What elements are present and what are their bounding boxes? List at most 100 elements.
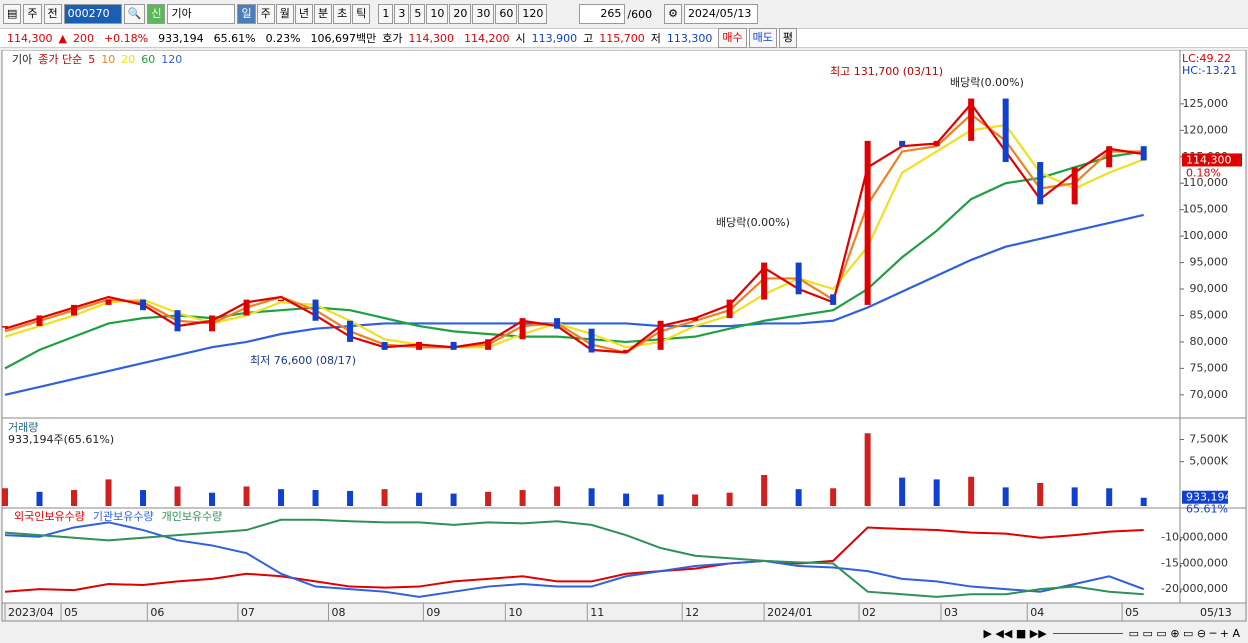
y-tick-label: 5,000K [1189, 455, 1228, 468]
unit-btn[interactable]: 초 [333, 4, 352, 24]
legend-item: 20 [121, 53, 135, 66]
volume-bar [657, 494, 664, 506]
volume-bar [174, 486, 181, 506]
arrow: ▲ [58, 31, 67, 45]
date-input[interactable]: 2024/05/13 [683, 4, 758, 24]
volume-bar [968, 476, 975, 506]
legend-item: 10 [101, 53, 115, 66]
type-btn[interactable]: 주 [23, 4, 42, 24]
volume-bar [71, 490, 78, 506]
unit-btn[interactable]: 월 [275, 4, 294, 24]
unit-btn[interactable]: 일 [237, 4, 256, 24]
volume-bar [381, 489, 388, 506]
period-btn[interactable]: 30 [472, 4, 495, 24]
period-btn[interactable]: 20 [449, 4, 472, 24]
candle [795, 262, 802, 295]
count-input[interactable]: 265 [579, 4, 626, 24]
candle [36, 315, 43, 327]
nav-btns[interactable]: ▶ ◀◀ ■ ▶▶ [983, 626, 1047, 640]
annotation: 배당락(0.00%) [716, 216, 790, 229]
unit-btn[interactable]: 년 [294, 4, 313, 24]
holding-line [4, 521, 1145, 598]
volume-bar [105, 479, 112, 506]
y-tick-label: 85,000 [1190, 308, 1229, 321]
high-label: 고 [583, 32, 594, 45]
annotation: 최고 131,700 (03/11) [830, 65, 943, 78]
period-btn[interactable]: 5 [410, 4, 426, 24]
legend-item: 60 [141, 53, 155, 66]
ask-label: 호가 [382, 32, 403, 45]
avg-btn[interactable]: 평 [778, 28, 798, 48]
period-btn[interactable]: 1 [378, 4, 394, 24]
ma-line [4, 112, 1144, 354]
period-btn[interactable]: 10 [426, 4, 449, 24]
candle [899, 140, 906, 147]
chart: LC:49.22 HC:-13.21 최고 131,700 (03/11) 최저… [1, 50, 1247, 622]
x-tick-label: 05 [1125, 606, 1139, 619]
current-label: 114,300 [1186, 153, 1232, 166]
candle [933, 140, 940, 147]
period-btn[interactable]: 120 [518, 4, 548, 24]
candle [761, 262, 768, 300]
volume-bar [140, 490, 147, 506]
legend-item: 120 [161, 53, 182, 66]
unit-btn[interactable]: 틱 [352, 4, 371, 24]
volume-bar [312, 490, 319, 506]
candle [554, 318, 561, 329]
period-btn[interactable]: 60 [495, 4, 518, 24]
tool-icons[interactable]: ▭ ▭ ▭ ⊕ ▭ ⊖ ─ + A [1128, 626, 1240, 640]
annotation: 최저 76,600 (08/17) [250, 354, 356, 367]
volume-bar [519, 490, 526, 506]
legend-item: 개인보유수량 [162, 510, 223, 523]
candle [140, 299, 147, 311]
y-tick-label: -20,000,000 [1161, 582, 1228, 595]
name-input[interactable]: 기아 [167, 4, 236, 24]
candle [105, 299, 112, 305]
candle [830, 294, 837, 305]
candle [416, 341, 423, 350]
candle [1002, 98, 1009, 163]
sell-btn[interactable]: 매도 [748, 28, 777, 48]
unit-btn[interactable]: 주 [256, 4, 275, 24]
menu-btn[interactable]: ▤ [3, 4, 22, 24]
volume-info: 933,194주(65.61%) [8, 433, 114, 446]
volume-bar [278, 489, 285, 506]
amount: 106,697백만 [310, 32, 377, 45]
volume: 933,194 [158, 31, 204, 45]
legend: 기아 종가 단순 5 10 20 60 120 [12, 53, 182, 66]
unit-btn[interactable]: 분 [313, 4, 333, 24]
x-tick-label: 08 [331, 606, 345, 619]
low: 113,300 [666, 31, 713, 45]
search-btn[interactable]: 🔍 [123, 4, 146, 24]
candle [71, 304, 78, 316]
volume-bar [347, 490, 354, 506]
candle [692, 318, 699, 321]
code-input[interactable]: 000270 [63, 4, 122, 24]
turnover: 0.23% [265, 31, 301, 45]
y-tick-label: -15,000,000 [1161, 556, 1228, 569]
volume-bar [864, 433, 871, 506]
volume-bar [1002, 487, 1009, 506]
zoom-slider[interactable] [1052, 632, 1123, 634]
buy-btn[interactable]: 매수 [718, 28, 747, 48]
ma-line [4, 102, 1144, 354]
volume-bar [1037, 482, 1044, 506]
x-tick-label: 05 [64, 606, 78, 619]
volume-pct: 65.61% [213, 31, 256, 45]
last-date: 05/13 [1200, 606, 1232, 619]
x-tick-label: 10 [508, 606, 522, 619]
period-btn[interactable]: 3 [394, 4, 410, 24]
holding-line [4, 518, 1144, 598]
y-tick-label: 75,000 [1190, 361, 1229, 374]
lc: LC:49.22 [1182, 52, 1231, 65]
volume-bar [795, 489, 802, 506]
prev-btn[interactable]: 전 [43, 4, 62, 24]
volume-bar [692, 494, 699, 506]
low-label: 저 [650, 32, 661, 45]
x-tick-label: 09 [426, 606, 440, 619]
tool-btn[interactable]: ⚙ [664, 4, 682, 24]
volume-title: 거래량 [8, 421, 38, 434]
legend-prefix: 종가 단순 [38, 53, 82, 66]
